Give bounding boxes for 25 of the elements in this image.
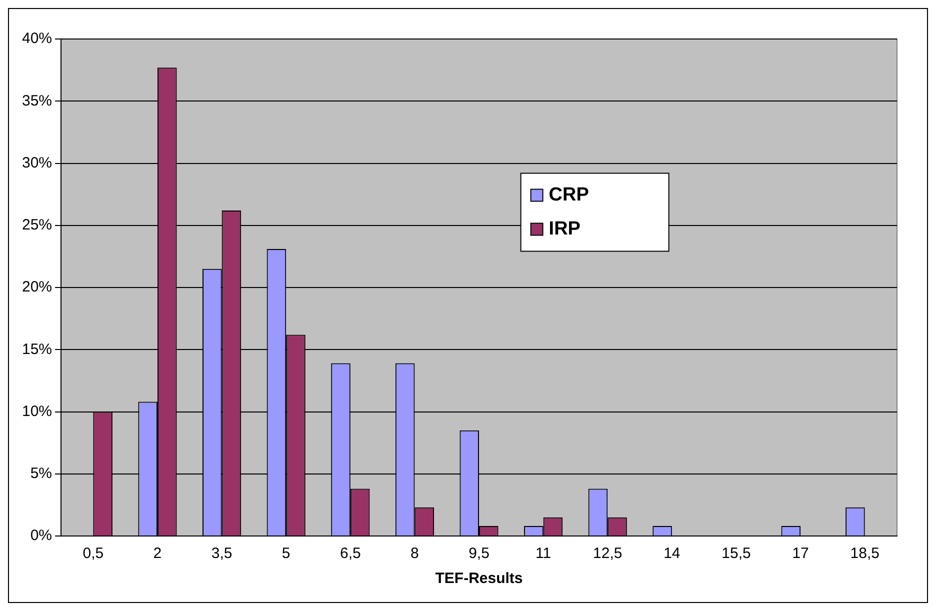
y-tick-label: 40%: [22, 30, 52, 48]
x-tick-label: 15,5: [722, 545, 751, 562]
y-tick-label: 20%: [22, 278, 52, 296]
y-tick-label: 30%: [22, 154, 52, 172]
y-tick-label: 10%: [22, 402, 52, 420]
x-tick-label: 8: [410, 545, 419, 562]
x-tick-label: 9,5: [468, 545, 490, 562]
x-tick-label: 11: [536, 545, 552, 562]
x-tick-label: 6,5: [340, 545, 361, 562]
x-axis-title: TEF-Results: [435, 570, 523, 588]
x-tick-label: 18,5: [850, 545, 880, 562]
y-tick-label: 15%: [22, 340, 52, 358]
x-tick-label: 0,5: [82, 545, 104, 562]
y-tick-label: 35%: [22, 92, 52, 110]
x-tick-label: 3,5: [211, 545, 232, 562]
x-tick-label: 17: [792, 545, 809, 562]
x-tick-label: 5: [282, 545, 290, 562]
x-tick-label: 14: [664, 545, 680, 562]
x-tick-label: 2: [153, 545, 162, 562]
y-tick-label: 25%: [22, 216, 52, 234]
y-tick-label: 0%: [30, 527, 52, 544]
x-tick-label: 12,5: [593, 545, 622, 562]
legend-label: CRP: [548, 184, 590, 206]
legend-label: IRP: [548, 218, 581, 240]
y-tick-label: 5%: [30, 465, 52, 482]
